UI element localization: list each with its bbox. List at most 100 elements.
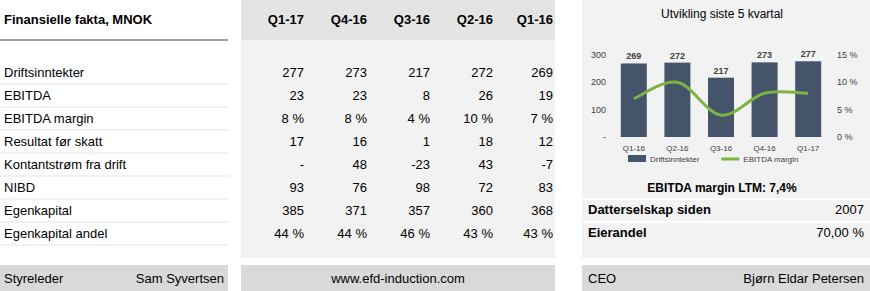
info-value: 70,00 % bbox=[816, 225, 864, 240]
data-label: 277 bbox=[801, 49, 816, 59]
table-header-bg bbox=[241, 0, 555, 40]
row-label: NIBD bbox=[4, 180, 35, 195]
y-tick-label: 300 bbox=[591, 50, 606, 60]
cell-value: 4 % bbox=[408, 111, 431, 126]
cell-value: 23 bbox=[290, 88, 304, 103]
cell-value: 368 bbox=[531, 203, 553, 218]
cell-value: 10 % bbox=[463, 111, 493, 126]
cell-value: 8 % bbox=[282, 111, 305, 126]
column-header: Q3-16 bbox=[394, 12, 430, 27]
row-rule bbox=[0, 222, 228, 223]
cell-value: 371 bbox=[345, 203, 367, 218]
row-rule bbox=[0, 176, 228, 177]
x-tick-label: Q1-16 bbox=[623, 144, 646, 153]
cell-value: 385 bbox=[282, 203, 304, 218]
y2-tick-label: 5 % bbox=[837, 105, 853, 115]
cell-value: 8 % bbox=[345, 111, 368, 126]
row-rule bbox=[0, 245, 228, 246]
cell-value: 44 % bbox=[337, 226, 367, 241]
bar bbox=[708, 78, 734, 137]
cell-value: 17 bbox=[290, 134, 304, 149]
table-values-bg bbox=[241, 0, 555, 258]
column-header: Q1-16 bbox=[517, 12, 553, 27]
row-rule bbox=[0, 84, 228, 85]
cell-value: 43 % bbox=[523, 226, 553, 241]
cell-value: 357 bbox=[408, 203, 430, 218]
row-label: EBITDA margin bbox=[4, 111, 94, 126]
cell-value: 272 bbox=[471, 65, 493, 80]
footer-label: Styreleder bbox=[4, 271, 64, 286]
x-tick-label: Q3-16 bbox=[710, 144, 733, 153]
cell-value: 19 bbox=[539, 88, 553, 103]
legend-swatch bbox=[628, 155, 646, 162]
cell-value: 273 bbox=[345, 65, 367, 80]
cell-value: 83 bbox=[539, 180, 553, 195]
column-header: Q1-17 bbox=[268, 12, 304, 27]
y-tick-label: 200 bbox=[591, 77, 606, 87]
ltm-text: EBITDA margin LTM: 7,4% bbox=[647, 181, 797, 195]
cell-value: 23 bbox=[353, 88, 367, 103]
page: Finansielle fakta, MNOK Q1-17 Q4-16 Q3-16 Q2… bbox=[0, 0, 870, 291]
data-label: 273 bbox=[757, 50, 772, 60]
legend-label: EBITDA margin bbox=[743, 155, 798, 164]
row-label: Resultat før skatt bbox=[4, 134, 103, 149]
cell-value: 76 bbox=[353, 180, 367, 195]
cell-value: 93 bbox=[290, 180, 304, 195]
row-rule bbox=[0, 107, 228, 108]
column-header: Q4-16 bbox=[331, 12, 367, 27]
row-label: Egenkapital andel bbox=[4, 226, 107, 241]
legend-swatch bbox=[721, 158, 739, 161]
row-label: Kontantstrøm fra drift bbox=[4, 157, 126, 172]
y2-tick-label: 10 % bbox=[837, 77, 858, 87]
row-rule bbox=[0, 130, 228, 131]
chart-panel-bg bbox=[582, 0, 870, 258]
footer-value: Bjørn Eldar Petersen bbox=[743, 271, 864, 286]
plot-area bbox=[621, 61, 821, 137]
cell-value: 72 bbox=[479, 180, 493, 195]
footer-url: www.efd-induction.com bbox=[330, 271, 465, 286]
table-title: Finansielle fakta, MNOK bbox=[4, 12, 153, 27]
x-tick-label: Q4-16 bbox=[753, 144, 776, 153]
cell-value: 360 bbox=[471, 203, 493, 218]
info-label: Eierandel bbox=[588, 225, 647, 240]
row-label: Egenkapital bbox=[4, 203, 72, 218]
legend-label: Driftsinntekter bbox=[650, 155, 700, 164]
cell-value: 18 bbox=[479, 134, 493, 149]
header-rule bbox=[0, 40, 228, 41]
y-tick-label: - bbox=[603, 132, 606, 142]
row-rule bbox=[0, 153, 228, 154]
data-label: 272 bbox=[670, 51, 685, 61]
info-rule bbox=[582, 221, 870, 223]
x-tick-label: Q1-17 bbox=[797, 144, 820, 153]
cell-value: - bbox=[300, 157, 304, 172]
cell-value: 269 bbox=[531, 65, 553, 80]
cell-value: 8 bbox=[423, 88, 430, 103]
bar bbox=[752, 62, 778, 137]
data-label: 269 bbox=[626, 51, 641, 61]
bar bbox=[621, 63, 647, 137]
info-label: Datterselskap siden bbox=[588, 202, 711, 217]
cell-value: 7 % bbox=[531, 111, 554, 126]
cell-value: 1 bbox=[423, 134, 430, 149]
data-label: 217 bbox=[713, 66, 728, 76]
row-rule bbox=[0, 199, 228, 200]
cell-value: -23 bbox=[411, 157, 430, 172]
cell-value: 12 bbox=[539, 134, 553, 149]
info-value: 2007 bbox=[835, 202, 864, 217]
y-tick-label: 100 bbox=[591, 105, 606, 115]
row-label: EBITDA bbox=[4, 88, 51, 103]
footer-box bbox=[0, 265, 228, 291]
cell-value: -7 bbox=[541, 157, 553, 172]
footer-box bbox=[241, 265, 555, 291]
chart-title: Utvikling siste 5 kvartal bbox=[661, 7, 783, 21]
cell-value: 44 % bbox=[274, 226, 304, 241]
cell-value: 16 bbox=[353, 134, 367, 149]
cell-value: 26 bbox=[479, 88, 493, 103]
y2-tick-label: 15 % bbox=[837, 50, 858, 60]
line bbox=[634, 82, 808, 115]
bar bbox=[795, 61, 821, 137]
cell-value: 43 % bbox=[463, 226, 493, 241]
footer-value: Sam Syvertsen bbox=[136, 271, 224, 286]
x-tick-label: Q2-16 bbox=[666, 144, 689, 153]
bar bbox=[664, 63, 690, 137]
